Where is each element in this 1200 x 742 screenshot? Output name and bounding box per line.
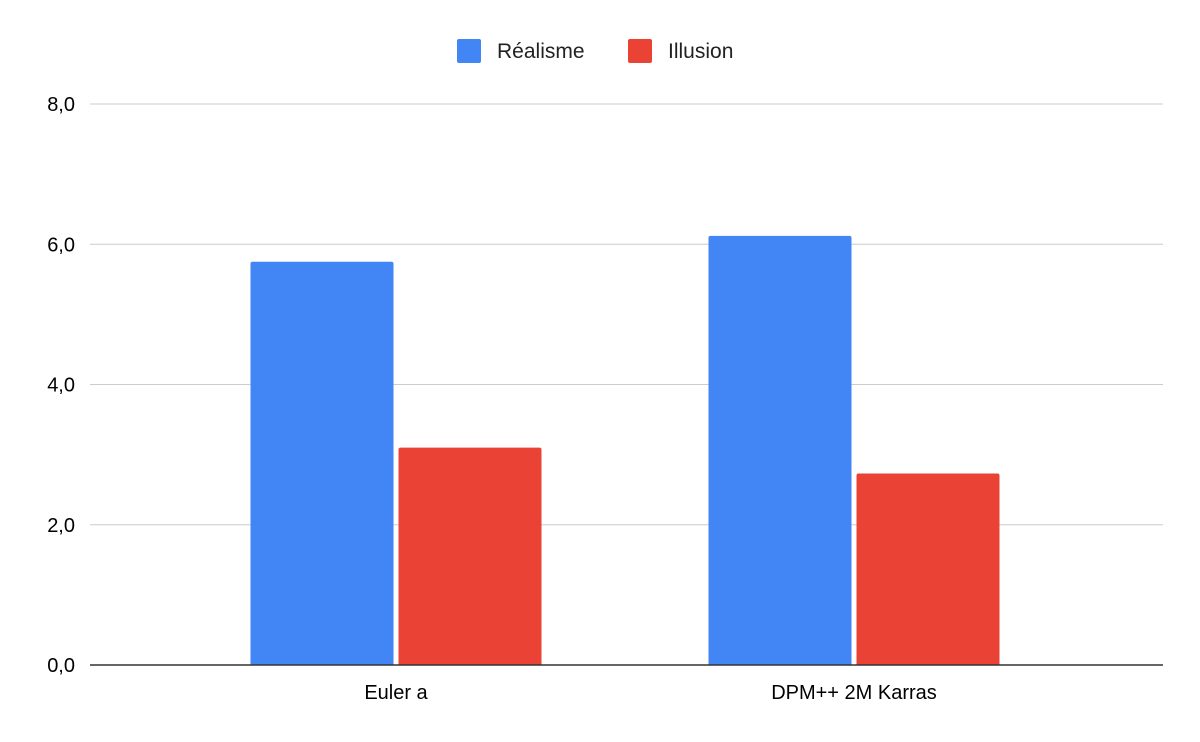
y-tick-label: 6,0 xyxy=(47,234,75,256)
legend-swatch xyxy=(628,39,652,63)
bar-illusion-1 xyxy=(856,473,1000,665)
y-tick-label: 8,0 xyxy=(47,94,75,116)
y-tick-label: 2,0 xyxy=(47,515,75,537)
legend-swatch xyxy=(457,39,481,63)
y-axis-ticks: 0,0 2,0 4,0 6,0 8,0 xyxy=(47,94,75,677)
bars xyxy=(250,235,1000,665)
x-tick-label: DPM++ 2M Karras xyxy=(771,682,937,704)
y-tick-label: 0,0 xyxy=(47,655,75,677)
legend-label: Réalisme xyxy=(497,40,585,63)
x-tick-label: Euler a xyxy=(364,682,428,704)
bar-r-alisme-0 xyxy=(250,261,394,665)
legend-label: Illusion xyxy=(668,40,733,63)
x-axis-ticks: Euler a DPM++ 2M Karras xyxy=(364,682,936,704)
legend: Réalisme Illusion xyxy=(457,39,733,63)
bar-r-alisme-1 xyxy=(708,235,852,665)
bar-illusion-0 xyxy=(398,447,542,665)
y-tick-label: 4,0 xyxy=(47,375,75,397)
